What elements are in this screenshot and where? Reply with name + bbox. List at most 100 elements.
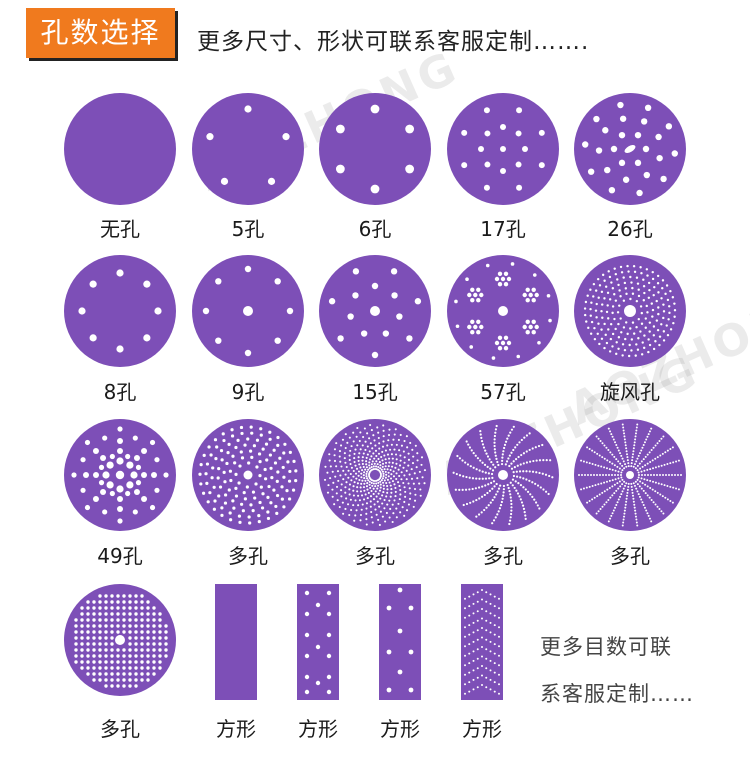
- hole: [348, 493, 351, 496]
- hole: [395, 472, 398, 475]
- disc-multi-holes[interactable]: [319, 419, 431, 531]
- hole: [480, 436, 483, 439]
- disc-multi-holes[interactable]: [64, 584, 176, 696]
- hole: [501, 459, 504, 462]
- hole: [416, 477, 419, 480]
- hole: [379, 497, 382, 500]
- hole: [497, 510, 500, 513]
- hole: [608, 461, 611, 464]
- hole: [133, 488, 140, 495]
- hole: [272, 448, 276, 452]
- hole: [110, 630, 114, 634]
- hole: [626, 456, 629, 459]
- hole: [273, 461, 278, 465]
- hole: [497, 487, 501, 490]
- hole: [607, 449, 610, 452]
- hole: [666, 463, 669, 466]
- hole: [605, 467, 608, 470]
- hole: [662, 330, 666, 333]
- hole: [362, 452, 365, 455]
- hole: [534, 501, 538, 504]
- disc-9-holes[interactable]: [192, 255, 304, 367]
- hole: [377, 431, 380, 434]
- disc-cyclone-holes[interactable]: [574, 255, 686, 367]
- hole: [652, 480, 655, 483]
- hole: [104, 684, 108, 688]
- hole: [249, 449, 253, 453]
- hole: [657, 465, 660, 468]
- hole: [481, 598, 483, 601]
- hole: [647, 433, 650, 436]
- hole: [243, 497, 247, 501]
- hole: [522, 462, 525, 465]
- hole: [623, 348, 627, 352]
- hole: [512, 460, 515, 463]
- sheet-holes[interactable]: [297, 584, 339, 700]
- hole: [492, 480, 496, 483]
- hole: [503, 282, 509, 287]
- hole: [468, 652, 471, 655]
- hole: [92, 447, 99, 454]
- hole: [476, 648, 479, 651]
- hole: [675, 460, 678, 463]
- hole: [640, 118, 648, 125]
- hole: [110, 600, 114, 604]
- hole: [362, 465, 365, 469]
- hole: [475, 468, 478, 471]
- hole: [128, 684, 132, 688]
- hole: [672, 321, 675, 325]
- sheet-caption: 方形: [380, 717, 420, 741]
- disc-multi-holes[interactable]: [192, 419, 304, 531]
- hole: [385, 495, 388, 498]
- hole: [268, 453, 273, 457]
- disc-15-holes[interactable]: [319, 255, 431, 367]
- hole: [481, 485, 484, 488]
- disc-49-holes[interactable]: [64, 419, 176, 531]
- hole: [243, 306, 253, 316]
- disc-multi-holes[interactable]: [574, 419, 686, 531]
- hole: [452, 471, 455, 474]
- hole: [392, 475, 395, 478]
- hole: [104, 624, 108, 628]
- disc-17-holes[interactable]: [447, 93, 559, 205]
- hole: [461, 129, 468, 136]
- hole: [405, 469, 408, 472]
- hole: [601, 442, 604, 445]
- hole: [642, 285, 646, 288]
- disc-26-holes[interactable]: [574, 93, 686, 205]
- hole: [620, 471, 623, 474]
- hole: [134, 600, 138, 604]
- hole: [507, 457, 510, 460]
- hole: [86, 648, 90, 652]
- hole: [658, 335, 662, 338]
- hole: [528, 479, 531, 482]
- disc-no-holes[interactable]: [64, 93, 176, 205]
- hole: [472, 621, 475, 624]
- hole: [122, 600, 126, 604]
- hole: [403, 456, 406, 459]
- hole: [397, 669, 403, 675]
- hole: [660, 510, 663, 513]
- hole: [412, 505, 415, 508]
- hole: [608, 298, 612, 301]
- hole: [470, 319, 475, 324]
- hole: [465, 475, 468, 479]
- hole: [104, 660, 108, 664]
- hole: [584, 300, 588, 304]
- hole: [379, 472, 382, 475]
- disc-8-holes[interactable]: [64, 255, 176, 367]
- sheet-plain[interactable]: [215, 584, 257, 700]
- hole: [92, 642, 96, 646]
- hole: [636, 483, 639, 486]
- hole: [352, 494, 355, 497]
- disc-6-holes[interactable]: [319, 93, 431, 205]
- hole: [231, 499, 235, 503]
- hole: [381, 462, 385, 465]
- disc-5-holes[interactable]: [192, 93, 304, 205]
- sheet-chevron[interactable]: [461, 584, 503, 700]
- hole: [661, 495, 664, 498]
- disc-57-holes[interactable]: [447, 255, 559, 367]
- sheet-holes[interactable]: [379, 584, 421, 700]
- hole: [326, 611, 332, 617]
- disc-multi-holes[interactable]: [447, 419, 559, 531]
